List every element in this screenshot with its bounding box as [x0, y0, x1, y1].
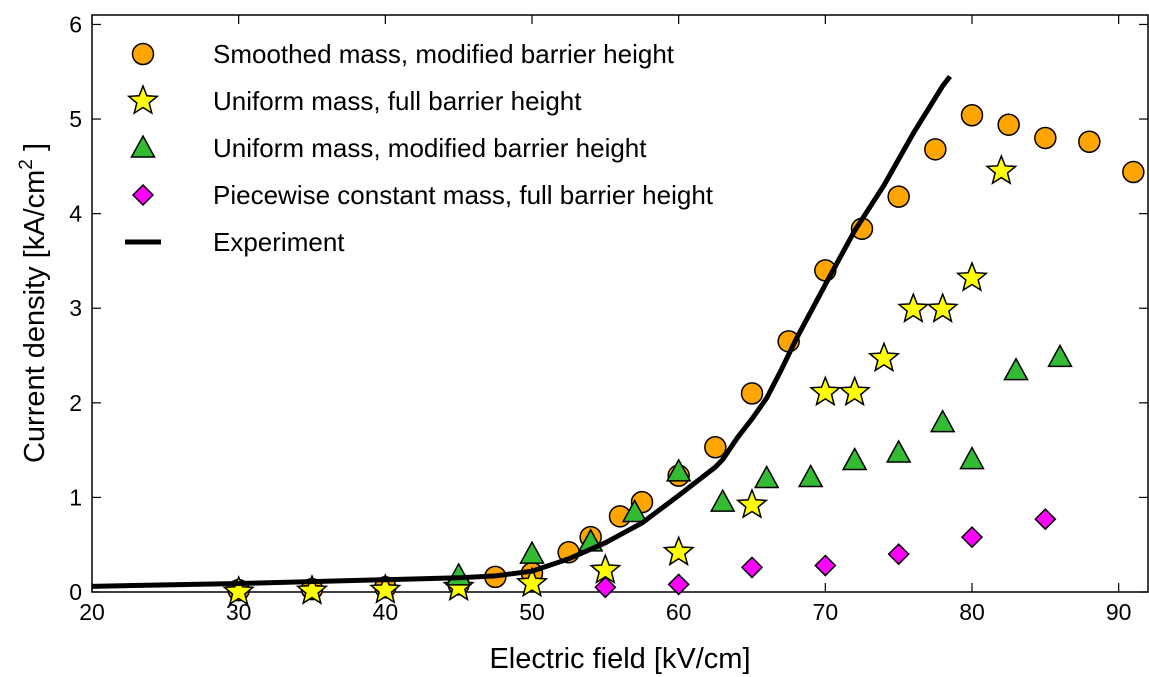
legend-triangle-swatch — [130, 134, 156, 158]
circle-point — [1078, 130, 1101, 154]
triangle-point — [797, 463, 824, 488]
triangle-point — [1003, 357, 1029, 381]
legend-label: Piecewise constant mass, full barrier he… — [213, 180, 714, 210]
legend: Smoothed mass, modified barrier height Un… — [125, 39, 714, 257]
diamond-point — [1034, 508, 1057, 531]
star-point — [985, 154, 1018, 185]
legend-circle-swatch — [131, 42, 155, 66]
y-axis-label: Current density [kA/cm2 ] — [16, 143, 51, 463]
star-point — [809, 375, 842, 407]
legend-label: Uniform mass, full barrier height — [213, 86, 582, 116]
x-tick-label: 70 — [813, 599, 839, 625]
star-point — [955, 260, 989, 292]
diamond-point — [740, 556, 764, 579]
x-tick-label: 20 — [79, 599, 105, 625]
y-tick-label: 4 — [69, 201, 82, 227]
x-axis-label: Electric field [kV/cm] — [489, 643, 750, 675]
diamond-point — [594, 576, 617, 599]
experiment-line — [91, 74, 952, 589]
circle-point — [1122, 160, 1145, 184]
diamond-point — [960, 526, 984, 549]
star-point — [926, 292, 959, 323]
star-point — [295, 573, 329, 605]
circle-point — [704, 436, 727, 459]
diamond-point — [667, 573, 690, 596]
triangle-point — [665, 458, 692, 482]
legend-label: Smoothed mass, modified barrier height — [213, 39, 675, 69]
triangle-point — [445, 562, 472, 586]
y-tick-label: 0 — [69, 579, 82, 605]
x-tick-label: 60 — [666, 599, 692, 625]
triangle-point — [753, 464, 780, 489]
star-point — [222, 574, 255, 606]
series-line — [91, 74, 952, 589]
circle-point — [997, 113, 1020, 136]
diamond-point — [887, 543, 910, 566]
triangle-point — [929, 409, 956, 433]
star-point — [838, 375, 871, 407]
x-tick-label: 40 — [373, 599, 399, 625]
diamond-point — [814, 554, 837, 577]
legend-label: Uniform mass, modified barrier height — [213, 133, 647, 163]
y-tick-label: 5 — [69, 106, 82, 132]
legend-diamond-swatch — [131, 183, 155, 207]
y-tick-label: 3 — [69, 295, 82, 321]
triangle-point — [1047, 343, 1073, 368]
triangle-point — [709, 488, 736, 512]
star-point — [867, 341, 901, 373]
triangle-point — [519, 540, 545, 564]
triangle-point — [959, 446, 985, 470]
triangle-point — [885, 439, 912, 463]
star-point — [897, 292, 930, 323]
y-tick-label: 1 — [69, 484, 82, 510]
y-tick-label: 6 — [69, 11, 82, 37]
triangle-point — [841, 446, 868, 471]
series-triangle — [445, 343, 1073, 586]
y-tick-label: 2 — [69, 390, 82, 416]
circle-point — [1034, 126, 1057, 150]
x-tick-label: 90 — [1106, 599, 1132, 625]
circle-point — [887, 185, 910, 208]
star-point — [735, 487, 769, 519]
circle-point — [924, 138, 947, 161]
legend-label: Experiment — [213, 227, 345, 257]
star-point — [515, 566, 549, 598]
star-point — [369, 573, 402, 604]
series-layer — [91, 74, 1145, 606]
x-tick-label: 50 — [519, 599, 545, 625]
circle-point — [740, 382, 764, 405]
star-point — [662, 535, 695, 567]
legend-star-swatch — [126, 83, 160, 115]
x-tick-label: 80 — [959, 599, 985, 625]
triangle-point — [621, 498, 648, 523]
circle-point — [960, 104, 984, 127]
plot-frame — [91, 14, 1149, 593]
series-diamond — [594, 508, 1057, 599]
